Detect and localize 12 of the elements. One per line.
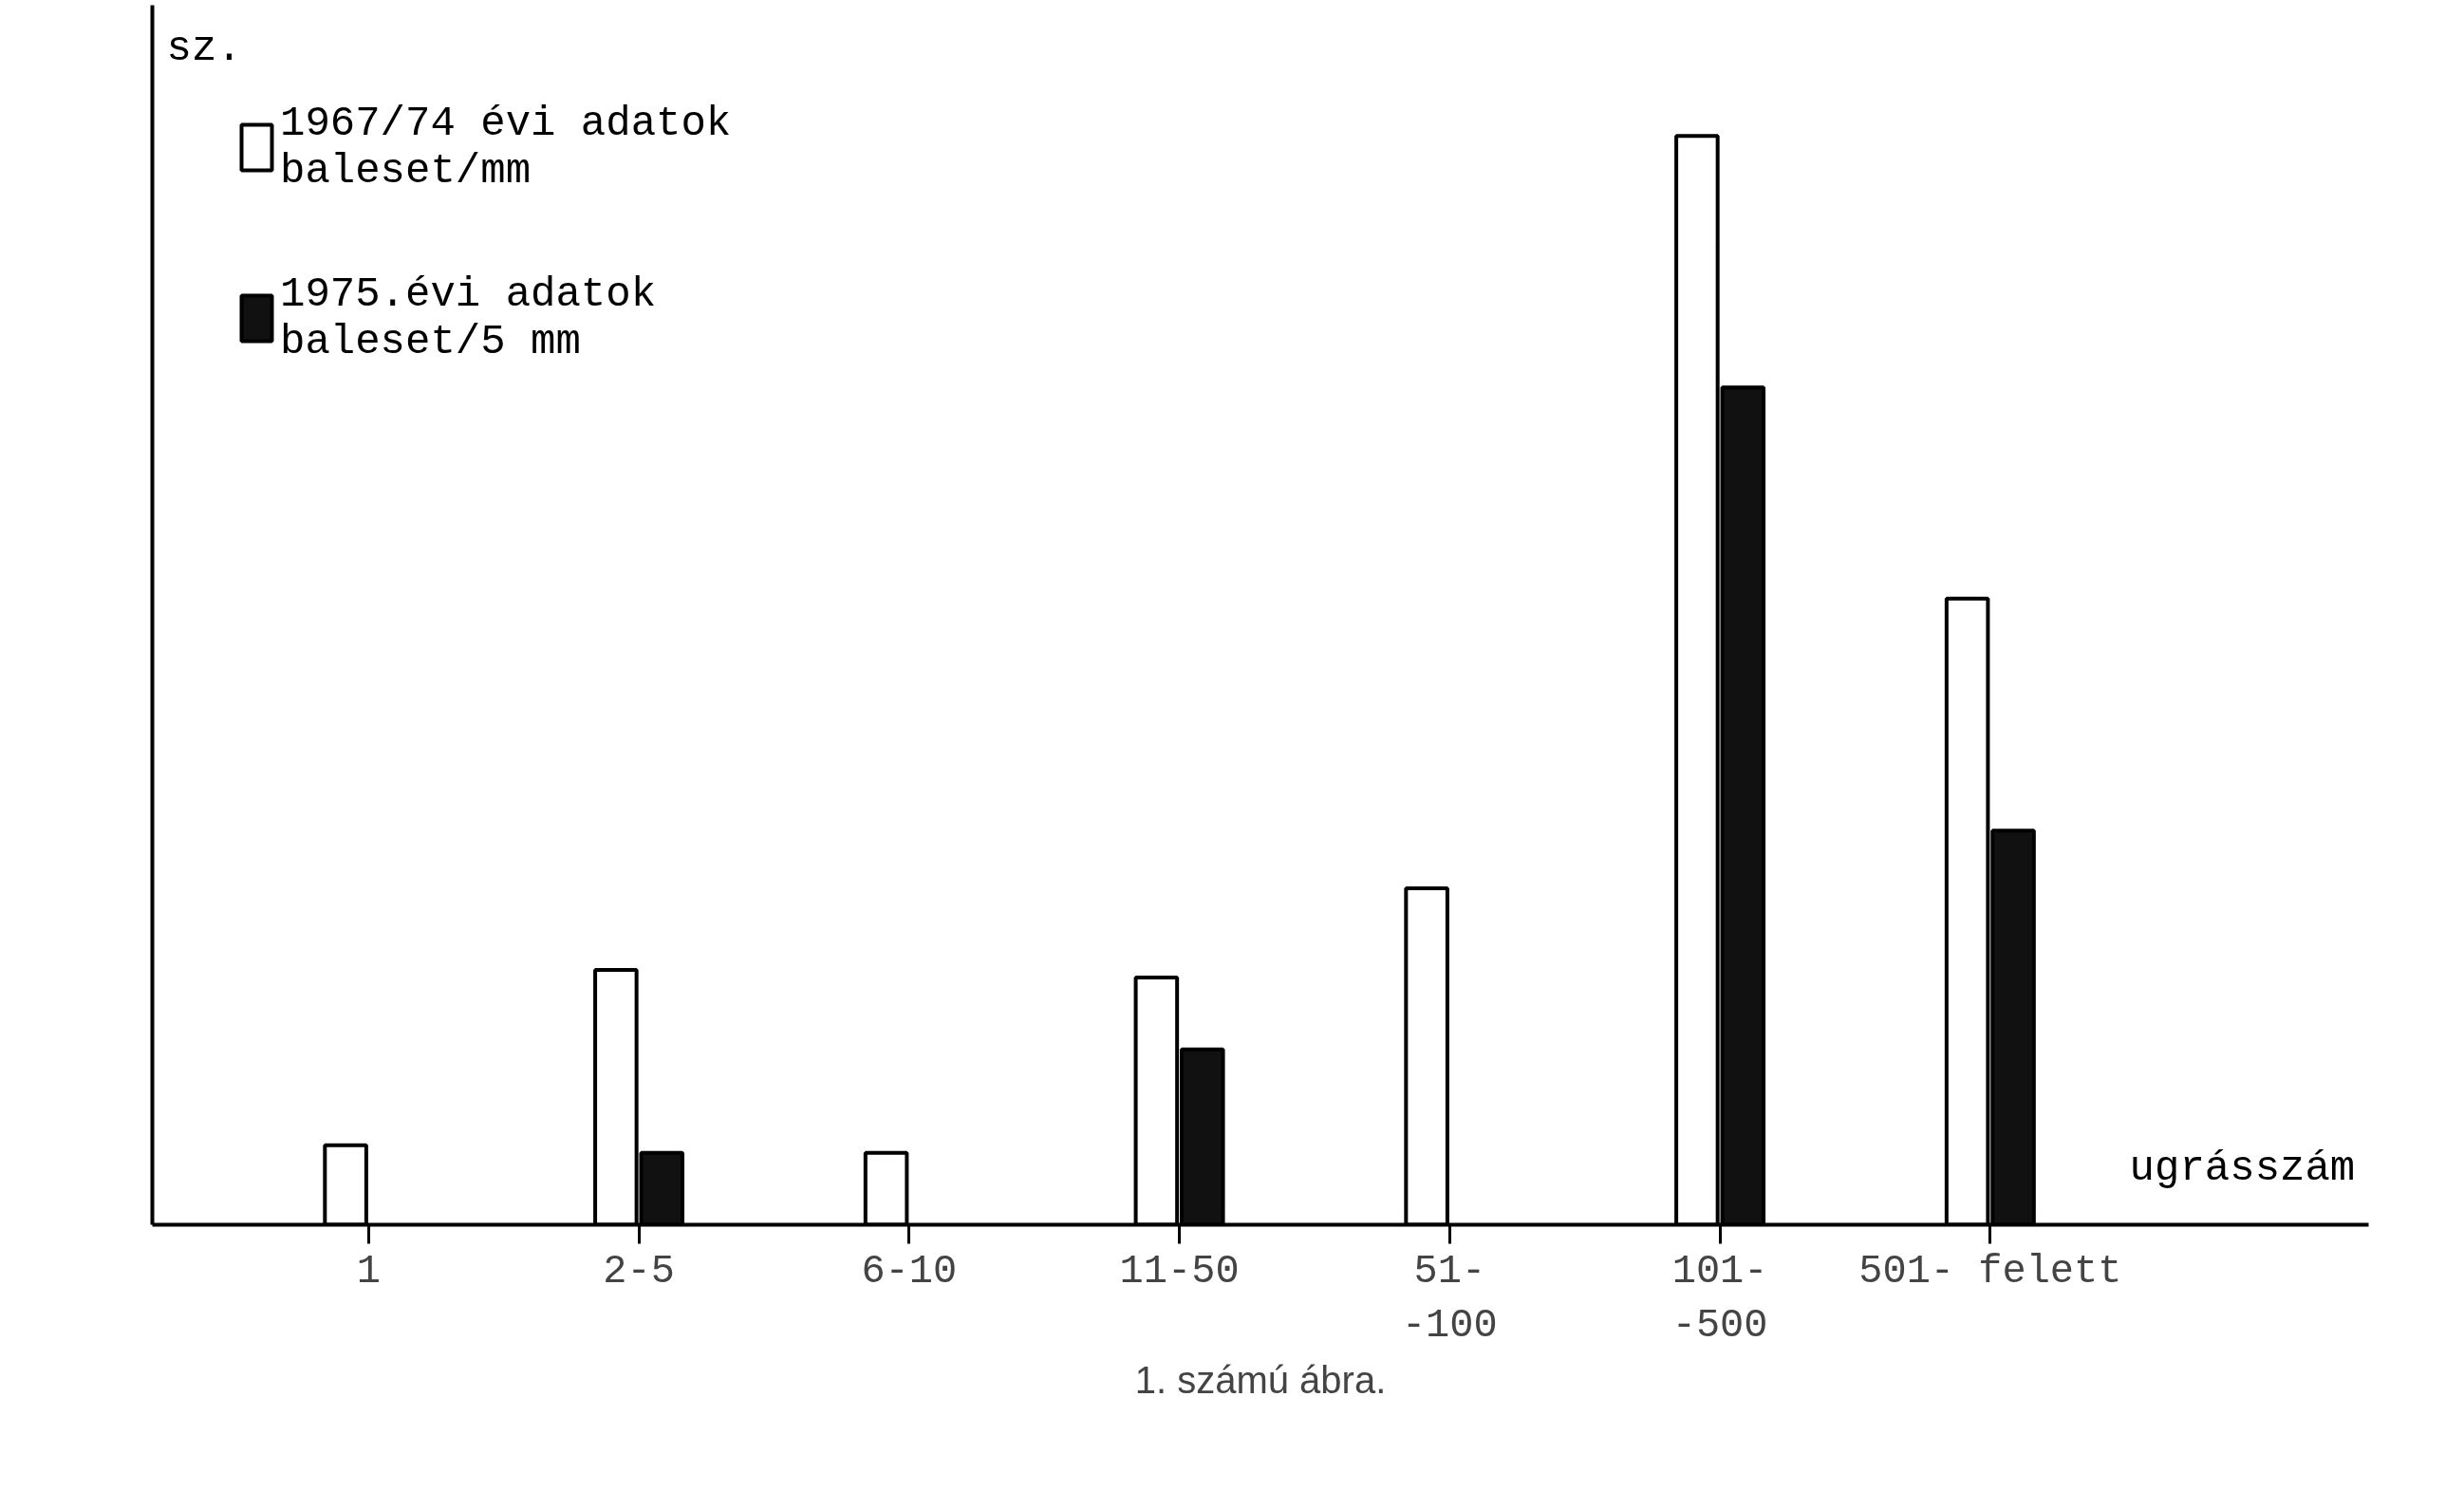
x-tick-label: 6-10 (861, 1248, 958, 1294)
x-tick-label: 51- -100 (1401, 1248, 1498, 1350)
x-tick-label: 101- -500 (1671, 1248, 1768, 1350)
y-axis-title: sz. (166, 25, 242, 73)
x-tick-label: 1 (356, 1248, 381, 1294)
x-tick-label: 2-5 (603, 1248, 675, 1294)
text: 1. számú ábra. (1134, 1358, 1387, 1401)
x-axis-title: ugrásszám (2129, 1145, 2356, 1193)
x-tick-label: 501- felett (1858, 1248, 2122, 1294)
legend-label: 1975.évi adatok baleset/5 mm (280, 270, 657, 367)
x-tick-label: 11-50 (1119, 1248, 1240, 1294)
legend-label: 1967/74 évi adatok baleset/mm (280, 99, 732, 196)
